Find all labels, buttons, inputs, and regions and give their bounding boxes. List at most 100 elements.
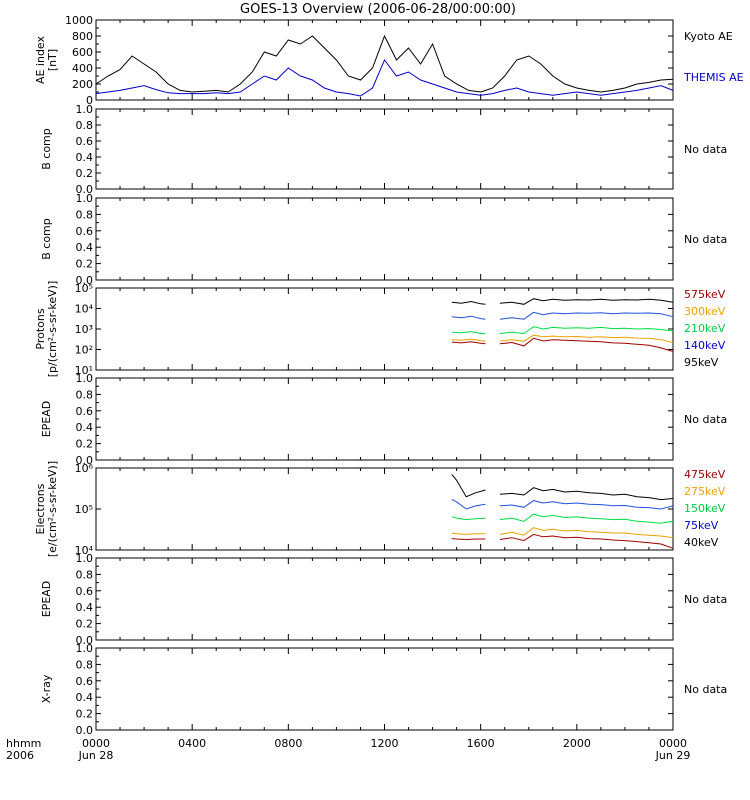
series-line-475kev — [451, 538, 486, 541]
panel-frame — [95, 197, 674, 281]
no-data-label: No data — [684, 233, 727, 246]
series-line-140kev — [499, 311, 674, 320]
legend-energy: 275keV — [684, 485, 726, 498]
y-tick-label: 10² — [75, 344, 93, 357]
panel-ae: 0 200 400 600 800 1000 AE index [nT] Kyoto AE THE… — [34, 14, 744, 107]
legend-energy: 95keV — [684, 356, 719, 369]
y-tick-label: 0.0 — [76, 274, 94, 287]
chart-title: GOES-13 Overview (2006-06-28/00:00:00) — [240, 2, 516, 17]
y-tick-label: 0.0 — [76, 183, 94, 196]
y-tick-label: 10⁴ — [75, 544, 94, 557]
panel-bcomp1: 0.0 0.2 0.4 0.6 0.8 1.0 B comp No data — [40, 103, 727, 196]
x-tick-label: 2000 — [563, 737, 591, 750]
legend-energy: 140keV — [684, 339, 726, 352]
y-tick-label: 0.2 — [76, 438, 94, 451]
y-tick-label: 0.8 — [76, 208, 94, 221]
y-tick-label: 0.4 — [76, 151, 94, 164]
panel-xray: 0.0 0.2 0.4 0.6 0.8 1.0 X-ray No data — [40, 642, 727, 737]
legend-energy: 210keV — [684, 322, 726, 335]
series-line-40kev — [451, 474, 486, 498]
y-tick-label: 1.0 — [76, 552, 94, 565]
y-tick-label: 0.4 — [76, 241, 94, 254]
y-axis-label: [e/(cm²-s-sr-keV)] — [46, 461, 59, 557]
y-tick-label: 0 — [86, 94, 93, 107]
y-axis-label: X-ray — [40, 674, 53, 703]
series-line-300kev — [451, 338, 486, 342]
legend-kyoto-ae: Kyoto AE — [684, 30, 733, 43]
date-label-end: Jun 29 — [655, 749, 691, 762]
y-tick-label: 10¹ — [75, 364, 93, 377]
x-tick-label: 0800 — [274, 737, 302, 750]
panel-epead2: 0.0 0.2 0.4 0.6 0.8 1.0 EPEAD No data — [40, 552, 727, 647]
panel-epead1: 0.0 0.2 0.4 0.6 0.8 1.0 EPEAD No data — [40, 372, 727, 467]
y-tick-label: 0.8 — [76, 119, 94, 132]
y-tick-label: 1.0 — [76, 192, 94, 205]
series-line-themis-ae — [95, 59, 674, 97]
y-tick-label: 0.4 — [76, 421, 94, 434]
y-axis-label: AE index — [34, 35, 47, 84]
y-tick-label: 400 — [72, 62, 93, 75]
no-data-label: No data — [684, 683, 727, 696]
y-tick-label: 1.0 — [76, 103, 94, 116]
y-axis-label: B comp — [40, 128, 53, 170]
y-tick-label: 1.0 — [76, 372, 94, 385]
y-tick-label: 0.2 — [76, 708, 94, 721]
legend-themis-ae: THEMIS AE — [683, 71, 744, 84]
y-tick-label: 0.2 — [76, 258, 94, 271]
x-tick-label: 1600 — [467, 737, 495, 750]
series-line-75kev — [499, 500, 674, 510]
y-tick-label: 0.2 — [76, 167, 94, 180]
panels: 0 200 400 600 800 1000 AE index [nT] Kyoto AE THE… — [34, 14, 744, 737]
y-tick-label: 0.6 — [76, 675, 94, 688]
y-tick-label: 1.0 — [76, 642, 94, 655]
series-line-150kev — [499, 513, 674, 524]
series-line-275kev — [451, 532, 486, 535]
x-tick-label: 0000 — [659, 737, 687, 750]
y-tick-label: 10⁴ — [75, 303, 94, 316]
series-line-150kev — [451, 516, 486, 521]
y-tick-label: 0.6 — [76, 135, 94, 148]
y-tick-label: 600 — [72, 46, 93, 59]
y-axis-label: EPEAD — [40, 581, 53, 618]
panel-bcomp2: 0.0 0.2 0.4 0.6 0.8 1.0 B comp No data — [40, 192, 727, 287]
y-tick-label: 10³ — [75, 323, 93, 336]
series-line-300kev — [499, 334, 674, 343]
panel-frame — [95, 467, 674, 551]
time-axis: hhmm 2006 0000 0400 0800 1200 1600 2000 0000Ju… — [6, 737, 690, 762]
y-tick-label: 0.2 — [76, 618, 94, 631]
y-axis-label: [nT] — [46, 49, 59, 71]
y-axis-label: [p/(cm²-s-sr-keV)] — [46, 281, 59, 378]
panel-protons: 10¹ 10² 10³ 10⁴ 10⁵ Protons [p/(cm²-s-sr-keV)]… — [34, 281, 726, 378]
time-axis-label-year: 2006 — [6, 749, 34, 762]
y-tick-label: 0.8 — [76, 658, 94, 671]
legend-energy: 40keV — [684, 536, 719, 549]
panel-electrons: 10⁴ 10⁵ 10⁶ Electrons [e/(cm²-s-sr-keV)] 475k… — [34, 461, 726, 557]
series-line-40kev — [499, 487, 674, 501]
y-tick-label: 10⁵ — [75, 282, 93, 295]
y-tick-label: 0.0 — [76, 454, 94, 467]
panel-frame — [95, 557, 674, 641]
y-tick-label: 0.4 — [76, 691, 94, 704]
x-tick-label: 0000 — [82, 737, 110, 750]
series-line-210kev — [451, 331, 486, 335]
legend-energy: 150keV — [684, 502, 726, 515]
y-axis-label: EPEAD — [40, 401, 53, 438]
date-label-start: Jun 28 — [78, 749, 114, 762]
y-tick-label: 0.0 — [76, 634, 94, 647]
no-data-label: No data — [684, 593, 727, 606]
legend-energy: 300keV — [684, 305, 726, 318]
y-tick-label: 0.8 — [76, 568, 94, 581]
no-data-label: No data — [684, 143, 727, 156]
panel-frame — [95, 108, 674, 190]
y-tick-label: 0.6 — [76, 225, 94, 238]
no-data-label: No data — [684, 413, 727, 426]
y-tick-label: 10⁵ — [75, 503, 93, 516]
y-axis-label: Protons — [34, 308, 47, 349]
series-line-95kev — [451, 300, 486, 305]
legend-energy: 475keV — [684, 468, 726, 481]
x-tick-label: 0400 — [178, 737, 206, 750]
series-line-575kev — [451, 341, 486, 345]
panel-frame — [95, 377, 674, 461]
series-line-75kev — [451, 499, 486, 510]
